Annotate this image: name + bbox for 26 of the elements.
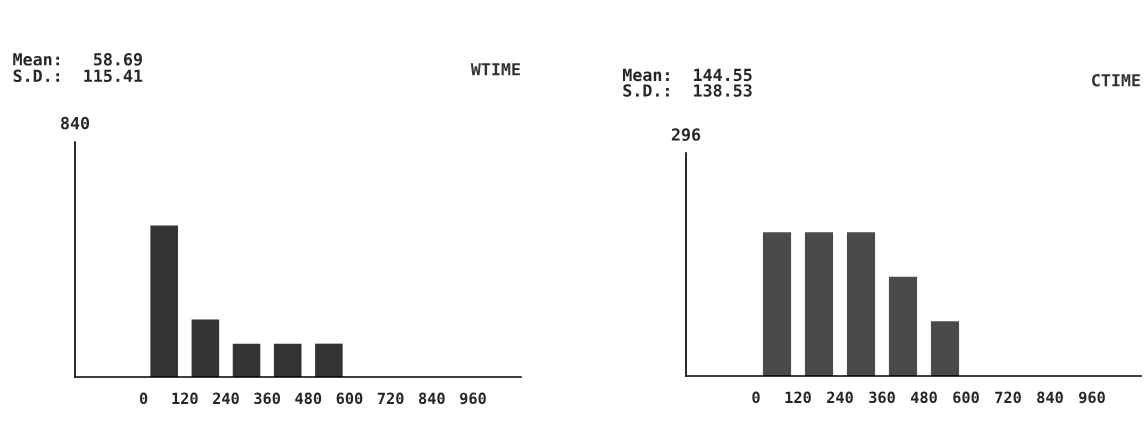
x-tick-label: 120 [172,392,198,405]
x-tick-label: 600 [336,392,363,405]
x-tick-label: 240 [213,392,239,405]
text: 840 [61,116,90,130]
text: S.D.: 138.53 [623,84,752,97]
x-tick-label: 120 [785,391,811,404]
x-tick-label: 840 [1037,391,1063,404]
x-tick-label: 960 [460,392,486,405]
text: S.D.: 115.41 [13,69,143,83]
x-tick-label: 720 [377,392,404,405]
x-tick-label: 480 [910,391,937,404]
x-tick-label: 840 [418,392,445,405]
x-tick-label: 360 [869,391,895,404]
x-tick-label: 600 [953,391,979,404]
text: Mean: 144.55 [623,68,752,82]
text: 296 [671,128,701,141]
x-tick-label: 480 [295,392,322,405]
x-tick-label: 240 [827,391,853,404]
x-tick-label: 0 [752,391,760,404]
chart-title: CTIME [1092,73,1140,87]
x-tick-label: 960 [1079,391,1105,404]
text: Mean: 58.69 [13,52,142,66]
chart-title: WTIME [470,63,520,76]
x-tick-label: 720 [995,391,1021,404]
x-tick-label: 0 [139,392,148,405]
x-tick-label: 360 [254,392,280,405]
